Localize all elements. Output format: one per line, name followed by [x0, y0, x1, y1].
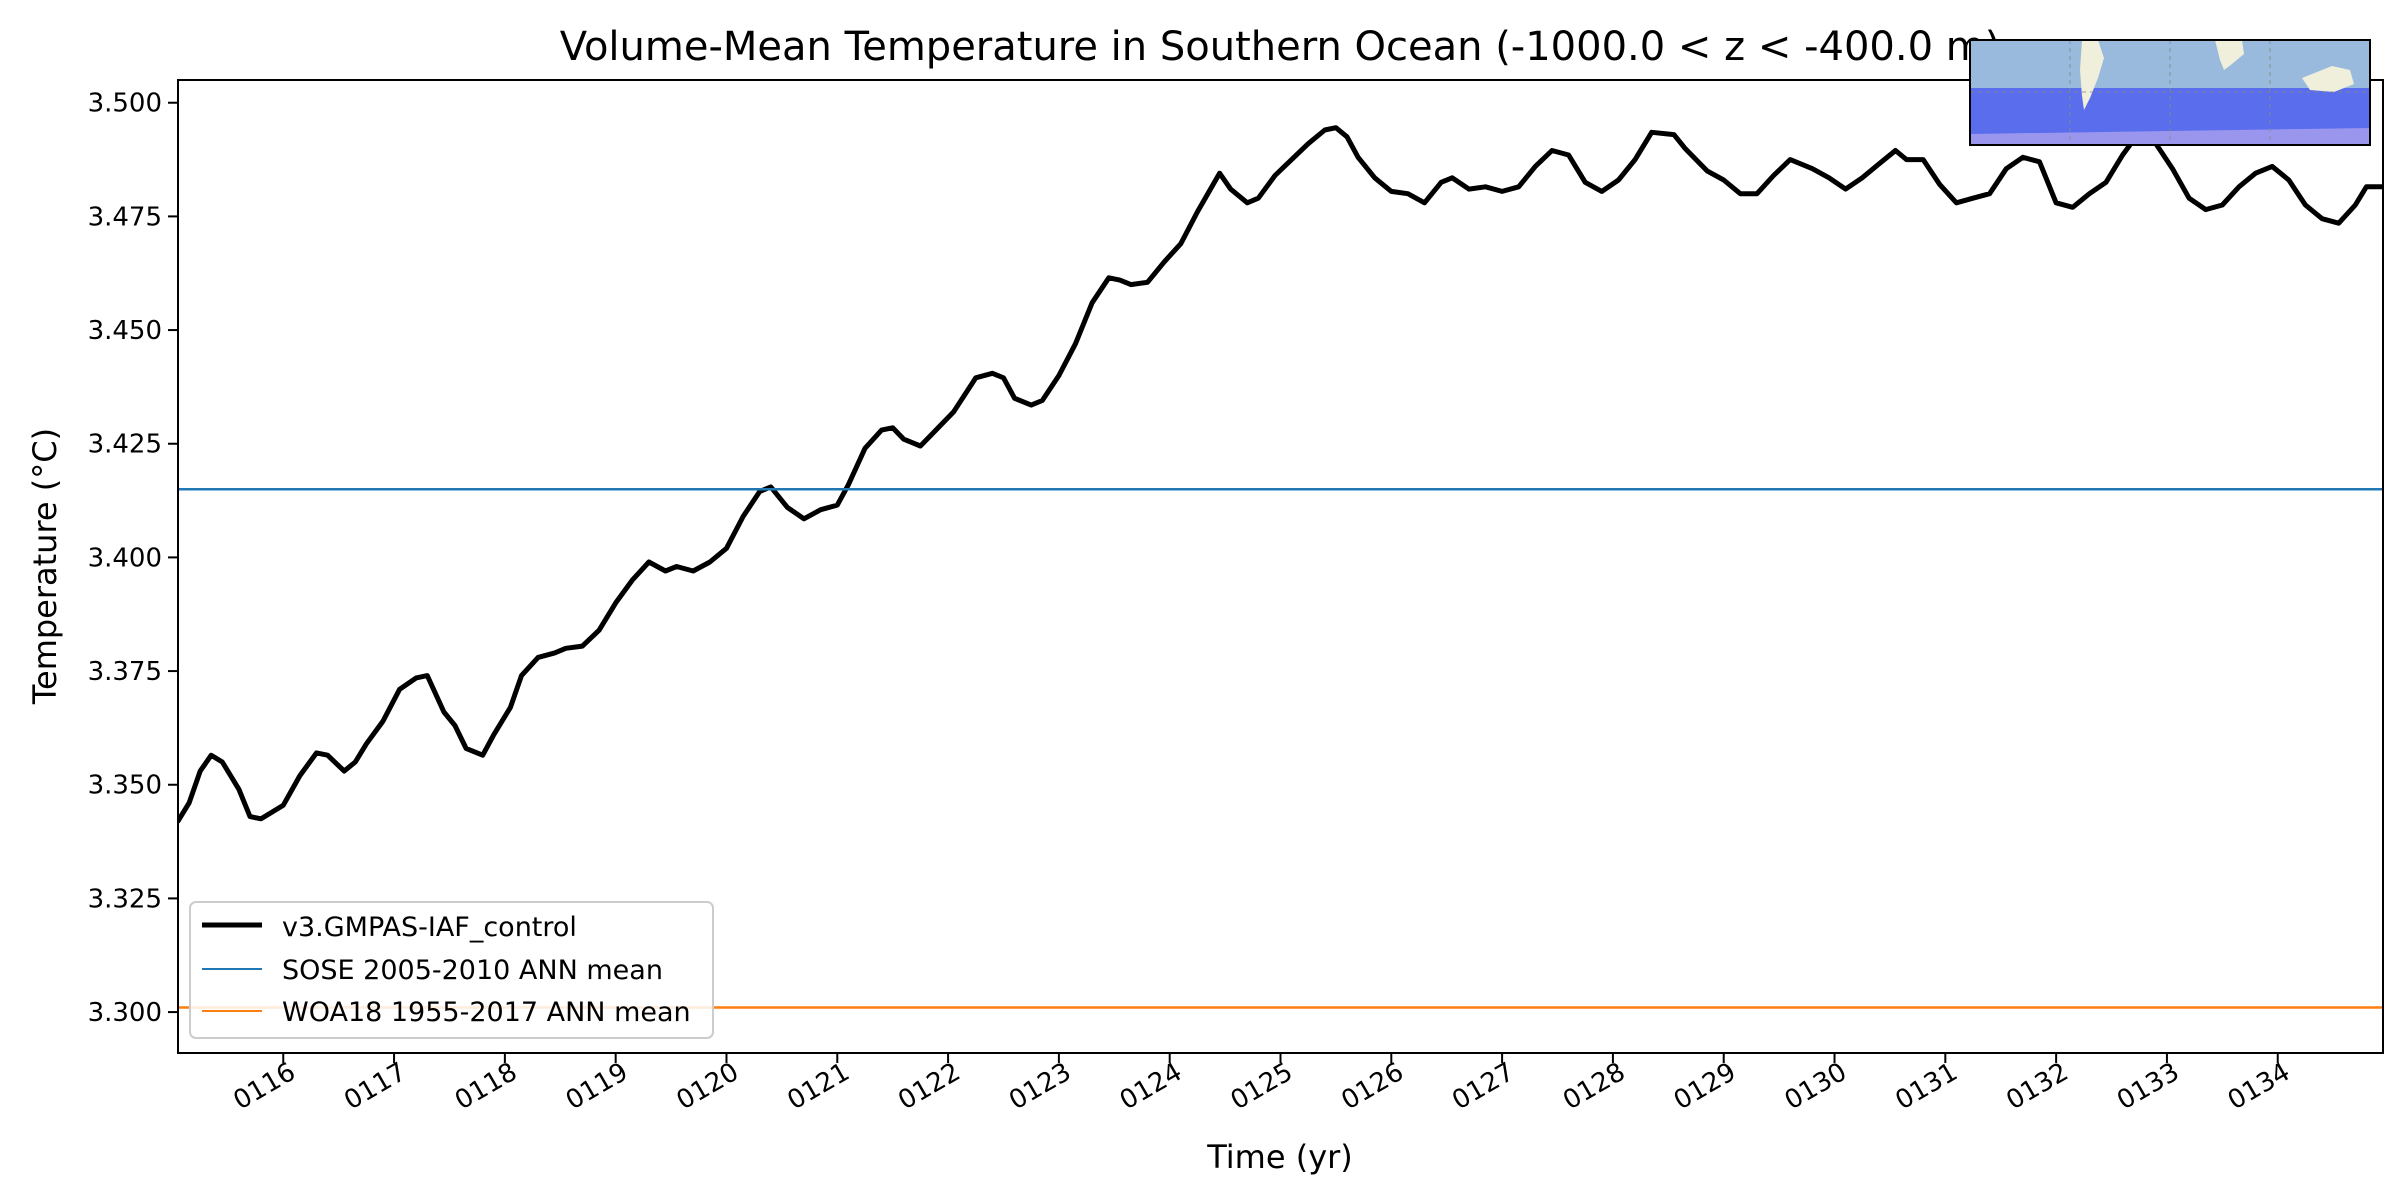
y-tick-label: 3.475 — [88, 202, 162, 232]
x-axis-label: Time (yr) — [1206, 1138, 1353, 1176]
y-axis-label: Temperature (°C) — [26, 428, 64, 705]
y-tick-label: 3.350 — [88, 771, 162, 801]
legend-label-control: v3.GMPAS-IAF_control — [282, 912, 577, 943]
y-tick-label: 3.500 — [88, 89, 162, 119]
y-axis-ticks: 3.300 3.325 3.350 3.375 3.400 3.425 3.450 3.475… — [88, 89, 178, 1028]
inset-graticule — [1970, 40, 2370, 145]
inset-land-australia — [2302, 66, 2354, 92]
y-tick-label: 3.325 — [88, 884, 162, 914]
y-tick-label: 3.450 — [88, 316, 162, 346]
legend: v3.GMPAS-IAF_control SOSE 2005-2010 ANN … — [189, 901, 714, 1039]
y-tick-label: 3.375 — [88, 657, 162, 687]
inset-land-africa — [2215, 40, 2244, 70]
chart-title: Volume-Mean Temperature in Southern Ocea… — [560, 24, 2001, 70]
series-line-0 — [178, 125, 2383, 824]
y-tick-label: 3.300 — [88, 998, 162, 1028]
inset-frame — [1969, 39, 2371, 146]
legend-label-sose: SOSE 2005-2010 ANN mean — [282, 955, 663, 986]
y-tick-label: 3.400 — [88, 543, 162, 573]
southern-ocean-region-map-icon — [1969, 39, 2371, 146]
y-tick-label: 3.425 — [88, 430, 162, 460]
legend-label-woa18: WOA18 1955-2017 ANN mean — [282, 997, 691, 1028]
legend-box — [189, 901, 714, 1039]
